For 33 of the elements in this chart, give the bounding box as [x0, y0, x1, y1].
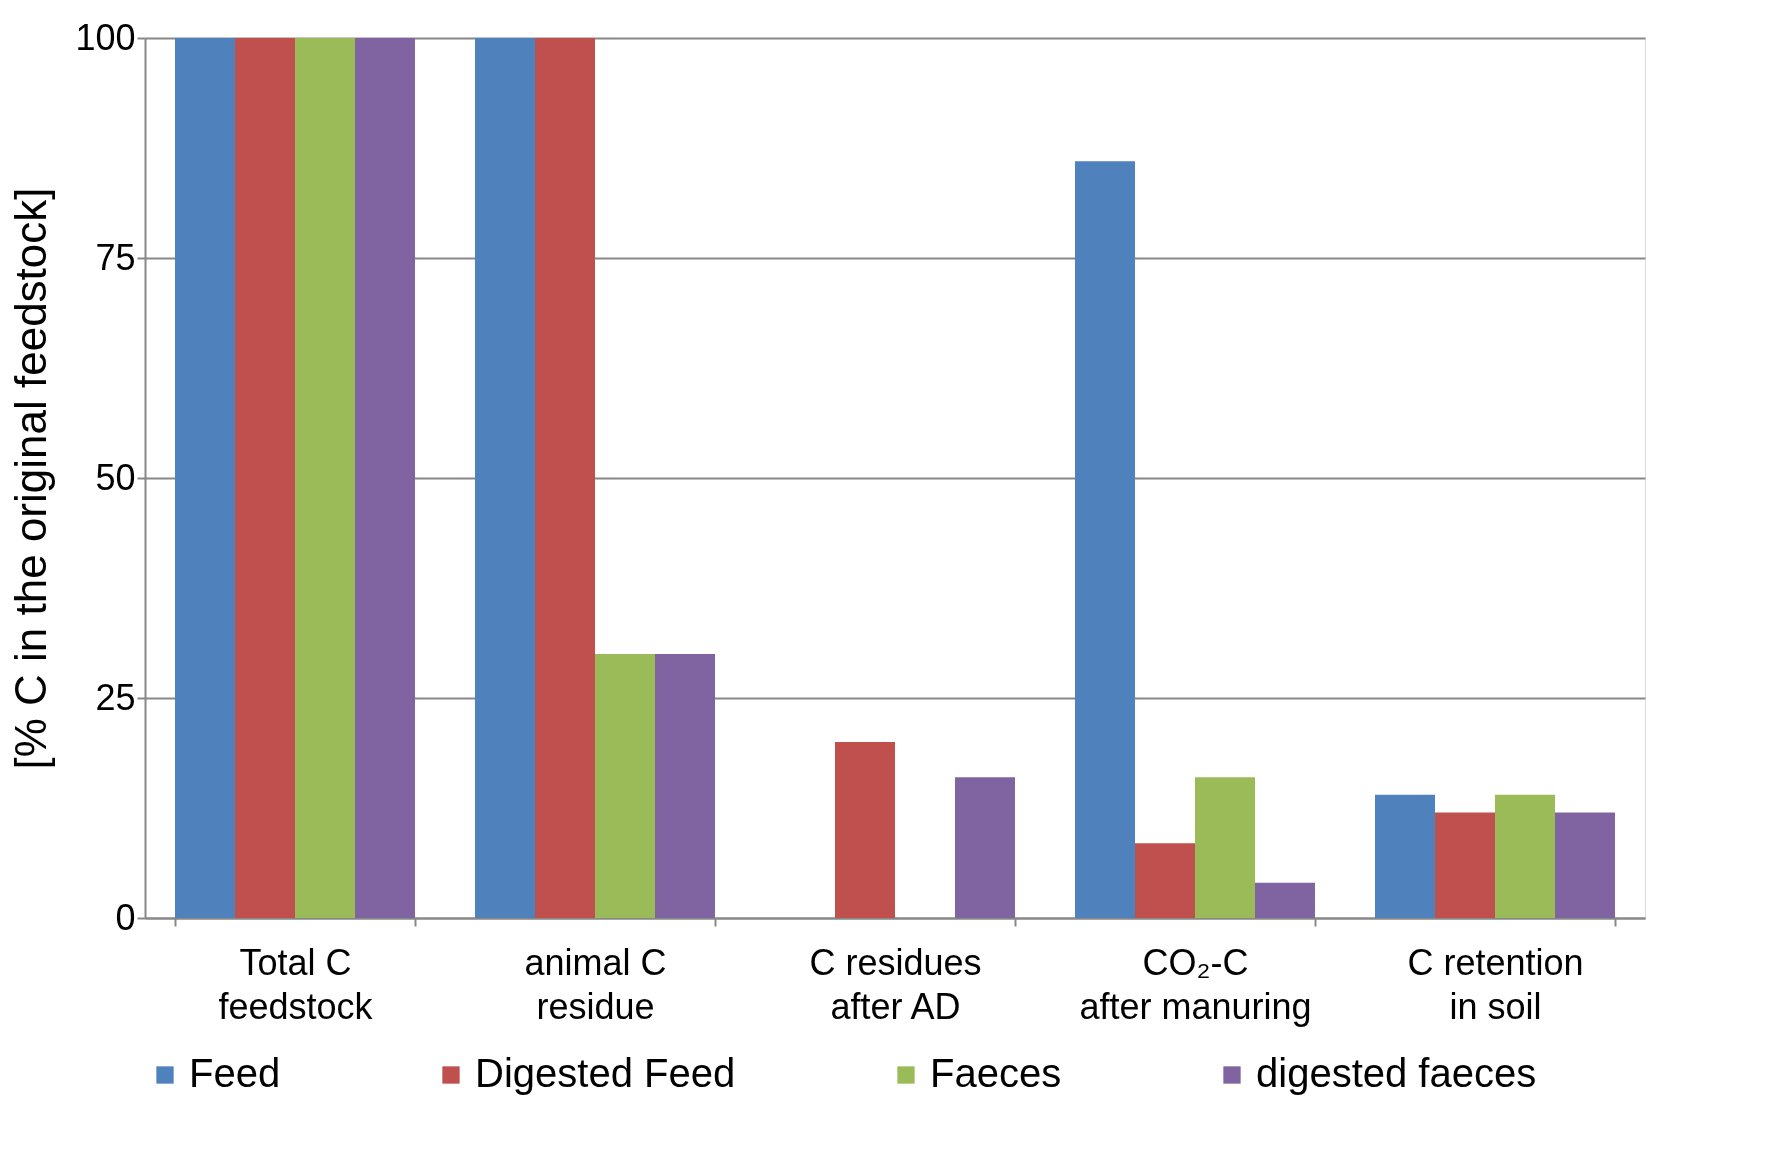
- bar: [1135, 843, 1195, 918]
- y-tick-label: 0: [115, 896, 136, 938]
- y-tick-label: 100: [75, 16, 136, 58]
- bar: [1195, 777, 1255, 918]
- legend-label: digested faeces: [1256, 1051, 1537, 1095]
- x-tick-label: Total C feedstock: [218, 941, 374, 1027]
- bar: [595, 654, 655, 918]
- x-tick-label: animal C residue: [524, 941, 667, 1027]
- bar: [535, 38, 595, 918]
- legend-label: Digested Feed: [475, 1051, 736, 1095]
- bar: [1375, 794, 1435, 918]
- legend-label: Feed: [189, 1051, 281, 1095]
- bar: [175, 38, 235, 918]
- y-tick-label: 50: [95, 456, 136, 498]
- bar: [355, 38, 415, 918]
- bar: [835, 742, 895, 918]
- legend-label: Faeces: [930, 1051, 1062, 1095]
- bar: [655, 654, 715, 918]
- bar: [295, 38, 355, 918]
- bar: [1255, 882, 1315, 918]
- bar: [1555, 812, 1615, 918]
- bar: [1495, 794, 1555, 918]
- bar: [475, 38, 535, 918]
- x-tick-label: C residues after AD: [809, 941, 982, 1027]
- x-tick-label: CO₂-C after manuring: [1079, 941, 1312, 1027]
- bar: [955, 777, 1015, 918]
- bar: [1075, 161, 1135, 918]
- x-tick-label: C retention in soil: [1407, 941, 1584, 1027]
- y-axis-title: [% C in the original feedstock]: [6, 187, 56, 770]
- y-tick-label: 25: [95, 676, 136, 718]
- bar: [235, 38, 295, 918]
- bar: [1435, 812, 1495, 918]
- y-tick-label: 75: [95, 236, 136, 278]
